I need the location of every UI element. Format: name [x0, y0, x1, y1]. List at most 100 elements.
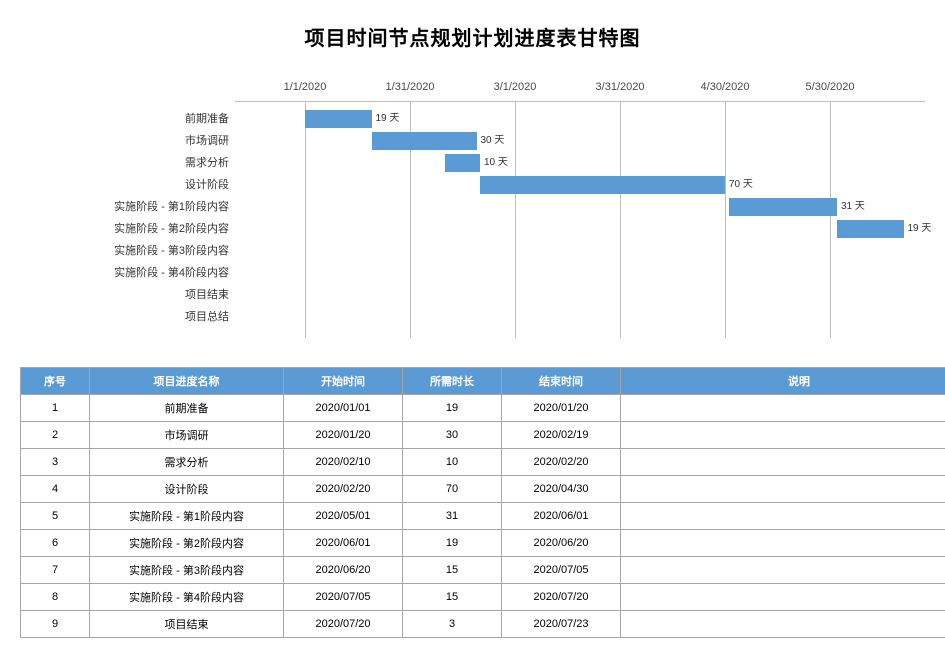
table-cell-desc	[621, 476, 945, 503]
table-header-row: 序号项目进度名称开始时间所需时长结束时间说明	[21, 368, 945, 395]
gantt-row: 需求分析10 天	[235, 152, 925, 174]
gantt-row-label: 实施阶段 - 第2阶段内容	[19, 218, 235, 240]
table-cell-dur: 3	[403, 611, 502, 638]
gantt-xtick-label: 1/31/2020	[386, 81, 435, 93]
gantt-row-label: 实施阶段 - 第3阶段内容	[19, 240, 235, 262]
table-cell-start: 2020/07/20	[284, 611, 403, 638]
gantt-bar-label: 19 天	[376, 110, 400, 128]
table-header-idx: 序号	[21, 368, 90, 395]
table-row: 1前期准备2020/01/01192020/01/20	[21, 395, 945, 422]
gantt-row: 项目总结	[235, 306, 925, 328]
table-cell-name: 需求分析	[90, 449, 284, 476]
table-cell-name: 项目结束	[90, 611, 284, 638]
table-cell-desc	[621, 449, 945, 476]
table-row: 7实施阶段 - 第3阶段内容2020/06/20152020/07/05	[21, 557, 945, 584]
table-cell-dur: 70	[403, 476, 502, 503]
table-cell-dur: 31	[403, 503, 502, 530]
table-header-end: 结束时间	[502, 368, 621, 395]
gantt-xtick-label: 3/1/2020	[494, 81, 537, 93]
table-cell-name: 实施阶段 - 第2阶段内容	[90, 530, 284, 557]
table-cell-start: 2020/06/20	[284, 557, 403, 584]
gantt-row-label: 设计阶段	[19, 174, 235, 196]
table-header-desc: 说明	[621, 368, 945, 395]
gantt-bar-label: 10 天	[484, 154, 508, 172]
gantt-bar	[445, 154, 480, 172]
table-cell-idx: 3	[21, 449, 90, 476]
gantt-chart: 前期准备19 天市场调研30 天需求分析10 天设计阶段70 天实施阶段 - 第…	[20, 81, 925, 337]
table-cell-end: 2020/04/30	[502, 476, 621, 503]
table-cell-dur: 30	[403, 422, 502, 449]
table-row: 9项目结束2020/07/2032020/07/23	[21, 611, 945, 638]
table-cell-start: 2020/07/05	[284, 584, 403, 611]
gantt-bar	[480, 176, 725, 194]
table-cell-end: 2020/01/20	[502, 395, 621, 422]
table-header-name: 项目进度名称	[90, 368, 284, 395]
table-cell-start: 2020/05/01	[284, 503, 403, 530]
table-cell-start: 2020/02/10	[284, 449, 403, 476]
gantt-bar	[372, 132, 477, 150]
gantt-row-label: 需求分析	[19, 152, 235, 174]
gantt-row-label: 实施阶段 - 第1阶段内容	[19, 196, 235, 218]
table-row: 5实施阶段 - 第1阶段内容2020/05/01312020/06/01	[21, 503, 945, 530]
table-cell-idx: 7	[21, 557, 90, 584]
gantt-row: 实施阶段 - 第1阶段内容31 天	[235, 196, 925, 218]
table-cell-desc	[621, 530, 945, 557]
gantt-row: 项目结束	[235, 284, 925, 306]
gantt-xtick-label: 3/31/2020	[596, 81, 645, 93]
table-cell-name: 前期准备	[90, 395, 284, 422]
table-cell-desc	[621, 584, 945, 611]
gantt-row: 实施阶段 - 第3阶段内容	[235, 240, 925, 262]
gantt-row-label: 市场调研	[19, 130, 235, 152]
table-cell-start: 2020/02/20	[284, 476, 403, 503]
table-cell-end: 2020/07/20	[502, 584, 621, 611]
gantt-bar-label: 70 天	[729, 176, 753, 194]
gantt-row: 前期准备19 天	[235, 108, 925, 130]
table-cell-name: 设计阶段	[90, 476, 284, 503]
gantt-plot-area: 前期准备19 天市场调研30 天需求分析10 天设计阶段70 天实施阶段 - 第…	[235, 101, 925, 338]
table-cell-name: 市场调研	[90, 422, 284, 449]
table-cell-idx: 5	[21, 503, 90, 530]
table-cell-start: 2020/06/01	[284, 530, 403, 557]
schedule-table: 序号项目进度名称开始时间所需时长结束时间说明 1前期准备2020/01/01 19…	[20, 367, 945, 638]
table-cell-idx: 1	[21, 395, 90, 422]
table-cell-desc	[621, 503, 945, 530]
gantt-row-label: 项目总结	[19, 306, 235, 328]
table-cell-name: 实施阶段 - 第3阶段内容	[90, 557, 284, 584]
table-cell-end: 2020/07/05	[502, 557, 621, 584]
table-cell-end: 2020/06/01	[502, 503, 621, 530]
gantt-xtick-label: 1/1/2020	[284, 81, 327, 93]
table-cell-idx: 6	[21, 530, 90, 557]
gantt-row: 市场调研30 天	[235, 130, 925, 152]
gantt-xtick-label: 5/30/2020	[806, 81, 855, 93]
table-cell-desc	[621, 395, 945, 422]
table-cell-name: 实施阶段 - 第1阶段内容	[90, 503, 284, 530]
gantt-row: 设计阶段70 天	[235, 174, 925, 196]
table-row: 4设计阶段2020/02/20702020/04/30	[21, 476, 945, 503]
table-header-start: 开始时间	[284, 368, 403, 395]
table-cell-dur: 19	[403, 530, 502, 557]
table-row: 2市场调研2020/01/20302020/02/19	[21, 422, 945, 449]
gantt-bar-label: 31 天	[841, 198, 865, 216]
gantt-row-label: 实施阶段 - 第4阶段内容	[19, 262, 235, 284]
gantt-bar-label: 19 天	[908, 220, 932, 238]
table-header-dur: 所需时长	[403, 368, 502, 395]
table-cell-start: 2020/01/01	[284, 395, 403, 422]
table-cell-idx: 2	[21, 422, 90, 449]
table-cell-idx: 9	[21, 611, 90, 638]
table-row: 3需求分析2020/02/10102020/02/20	[21, 449, 945, 476]
page-title: 项目时间节点规划计划进度表甘特图	[0, 22, 945, 51]
table-cell-name: 实施阶段 - 第4阶段内容	[90, 584, 284, 611]
table-cell-end: 2020/02/19	[502, 422, 621, 449]
table-cell-desc	[621, 557, 945, 584]
table-cell-dur: 15	[403, 557, 502, 584]
table-cell-dur: 10	[403, 449, 502, 476]
gantt-row-label: 项目结束	[19, 284, 235, 306]
table-cell-end: 2020/06/20	[502, 530, 621, 557]
table-cell-start: 2020/01/20	[284, 422, 403, 449]
table-cell-idx: 8	[21, 584, 90, 611]
gantt-bar-label: 30 天	[481, 132, 505, 150]
table-row: 8实施阶段 - 第4阶段内容2020/07/05152020/07/20	[21, 584, 945, 611]
table-row: 6实施阶段 - 第2阶段内容2020/06/01192020/06/20	[21, 530, 945, 557]
table-cell-desc	[621, 611, 945, 638]
table-cell-desc	[621, 422, 945, 449]
